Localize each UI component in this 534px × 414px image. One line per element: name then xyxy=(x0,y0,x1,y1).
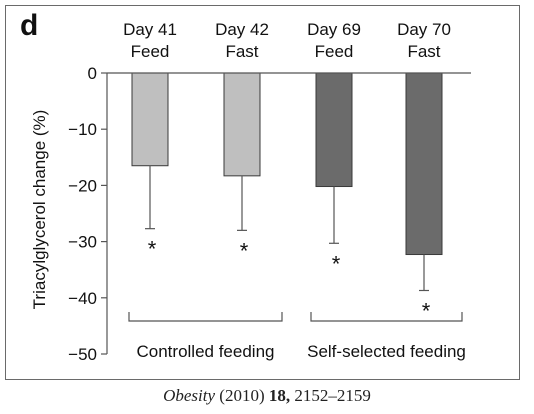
bar xyxy=(405,72,443,256)
category-label-line2: Fast xyxy=(225,42,258,61)
bar xyxy=(223,72,261,177)
citation-volume: 18, xyxy=(268,386,291,405)
citation-pages: 2152–2159 xyxy=(294,386,371,405)
citation: Obesity (2010) 18, 2152–2159 xyxy=(0,386,534,406)
category-label-line1: Day 42 xyxy=(215,20,269,39)
group-bracket xyxy=(128,312,283,322)
category-label-line2: Fast xyxy=(407,42,440,61)
bar xyxy=(131,72,169,167)
y-tick-label: −20 xyxy=(68,176,97,195)
significance-marker: * xyxy=(422,298,431,323)
y-tick-label: −40 xyxy=(68,289,97,308)
y-axis-title: Triacylglycerol change (%) xyxy=(30,110,49,310)
category-label-line2: Feed xyxy=(315,42,354,61)
group-label: Self-selected feeding xyxy=(307,342,466,361)
group-label: Controlled feeding xyxy=(137,342,275,361)
bar xyxy=(315,72,353,188)
category-label-line1: Day 70 xyxy=(397,20,451,39)
y-tick-label: −30 xyxy=(68,233,97,252)
significance-marker: * xyxy=(332,251,341,276)
group-bracket xyxy=(310,312,463,322)
panel-letter: d xyxy=(20,9,39,42)
citation-year: (2010) xyxy=(219,386,265,405)
significance-marker: * xyxy=(240,238,249,263)
category-label-line1: Day 69 xyxy=(307,20,361,39)
category-label-line1: Day 41 xyxy=(123,20,177,39)
y-tick-label: 0 xyxy=(88,64,97,83)
y-tick-label: −10 xyxy=(68,120,97,139)
citation-journal: Obesity xyxy=(163,386,216,405)
y-tick-label: −50 xyxy=(68,345,97,364)
category-label-line2: Feed xyxy=(131,42,170,61)
significance-marker: * xyxy=(148,237,157,262)
figure-frame xyxy=(5,5,520,380)
